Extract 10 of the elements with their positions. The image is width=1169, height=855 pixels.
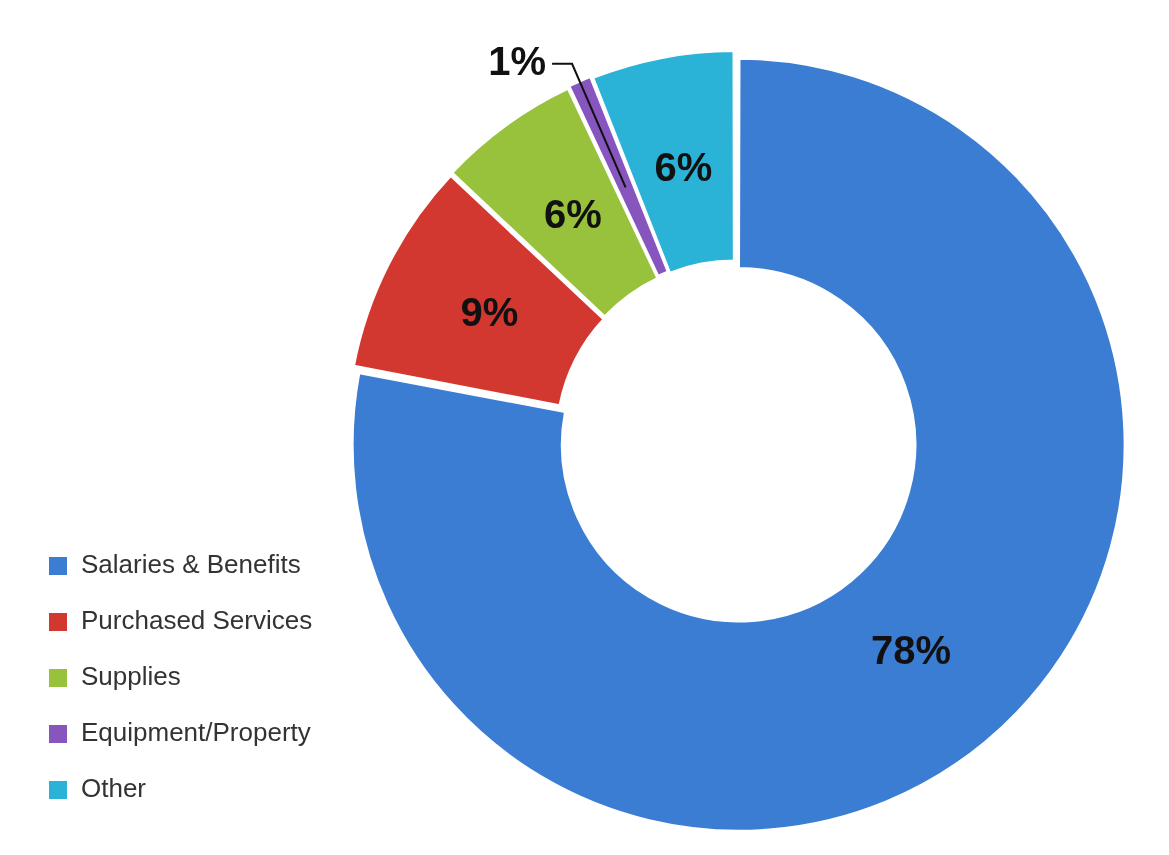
data-label: 6% <box>544 192 602 237</box>
legend-label: Salaries & Benefits <box>81 549 301 580</box>
data-label: 78% <box>870 628 951 673</box>
legend-label: Supplies <box>81 661 181 692</box>
data-label: 9% <box>460 290 519 335</box>
legend-label: Purchased Services <box>81 605 313 636</box>
data-label: 1% <box>488 38 547 83</box>
data-label: 6% <box>654 144 713 189</box>
legend-label: Equipment/Property <box>81 717 311 748</box>
legend-label: Other <box>81 773 147 804</box>
